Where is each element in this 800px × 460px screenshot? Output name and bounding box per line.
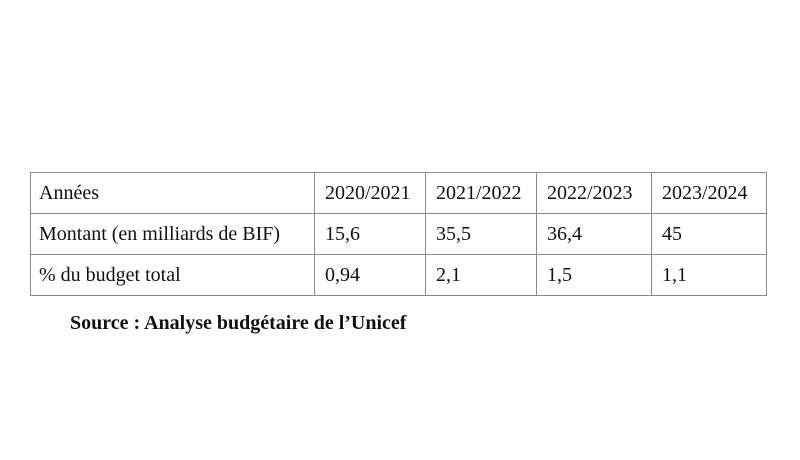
header-year-cell: 2020/2021: [314, 172, 426, 214]
table-cell: 35,5: [425, 213, 537, 255]
row-label-cell: % du budget total: [30, 254, 315, 296]
row-label-cell: Montant (en milliards de BIF): [30, 213, 315, 255]
table-header-row: Années 2020/2021 2021/2022 2022/2023 202…: [30, 172, 767, 214]
source-note: Source : Analyse budgétaire de l’Unicef: [70, 312, 407, 334]
table-row: % du budget total 0,94 2,1 1,5 1,1: [30, 254, 767, 296]
header-year-cell: 2023/2024: [651, 172, 767, 214]
header-label-cell: Années: [30, 172, 315, 214]
table-cell: 36,4: [536, 213, 652, 255]
table-cell: 45: [651, 213, 767, 255]
header-year-cell: 2022/2023: [536, 172, 652, 214]
table-row: Montant (en milliards de BIF) 15,6 35,5 …: [30, 213, 767, 255]
table-cell: 1,5: [536, 254, 652, 296]
table-cell: 15,6: [314, 213, 426, 255]
table-cell: 2,1: [425, 254, 537, 296]
header-year-cell: 2021/2022: [425, 172, 537, 214]
budget-table: Années 2020/2021 2021/2022 2022/2023 202…: [30, 172, 767, 296]
table-cell: 1,1: [651, 254, 767, 296]
table-cell: 0,94: [314, 254, 426, 296]
